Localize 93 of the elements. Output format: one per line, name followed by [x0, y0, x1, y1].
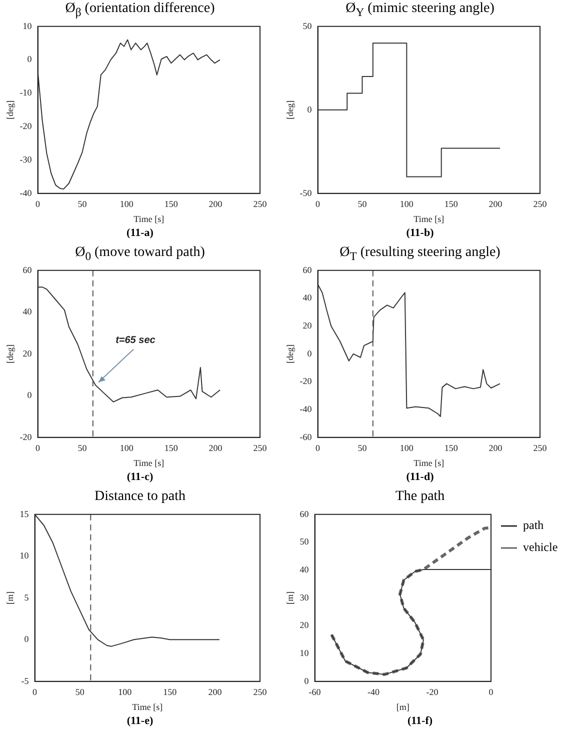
y-tick-label: 0 [307, 104, 312, 114]
y-tick-label: -20 [300, 376, 312, 386]
x-tick-label: 50 [75, 687, 85, 698]
y-tick-label: 60 [22, 264, 32, 275]
y-tick-label: 20 [302, 320, 312, 330]
x-tick-label: -40 [368, 687, 380, 698]
y-tick-label: -20 [20, 120, 32, 131]
x-axis-title: [m] [396, 702, 410, 712]
y-tick-label: 10 [22, 20, 32, 31]
x-tick-label: 0 [36, 443, 41, 454]
x-tick-label: 50 [78, 199, 88, 210]
x-axis-title: Time [s] [132, 702, 163, 712]
y-tick-label: -10 [20, 88, 32, 98]
text: (11-b) [406, 226, 434, 240]
x-axis-title: Time [s] [414, 458, 444, 468]
chart-title: The path [395, 488, 445, 506]
x-tick-label: 200 [488, 443, 503, 454]
line-series [330, 526, 491, 676]
x-tick-label: 100 [400, 199, 414, 210]
y-tick-label: 0 [307, 348, 312, 358]
chart-title: Ø$_{β}$ (orientation difference) [65, 0, 215, 19]
x-tick-label: 150 [164, 443, 178, 454]
x-tick-label: 0 [316, 199, 321, 210]
y-tick-label: 40 [22, 306, 32, 317]
chart-title: Ø$_{Y}$ (mimic steering angle) [346, 0, 494, 19]
y-tick-label: -30 [20, 154, 32, 164]
y-tick-label: 10 [300, 648, 310, 658]
legend-label: path [523, 518, 544, 532]
y-tick-label: 20 [300, 620, 310, 630]
x-tick-label: 150 [163, 687, 178, 698]
x-tick-label: 50 [358, 443, 368, 454]
y-tick-label: 20 [22, 348, 32, 358]
x-tick-label: 200 [208, 687, 222, 698]
x-tick-label: 250 [253, 687, 268, 698]
y-tick-label: -60 [300, 432, 312, 442]
annotation: t=65 sec [116, 334, 156, 346]
x-tick-label: 100 [400, 443, 414, 454]
chart-title: Distance to path [94, 488, 186, 506]
y-tick-label: -40 [300, 404, 312, 414]
y-tick-label: 40 [302, 292, 312, 303]
x-tick-label: 150 [444, 199, 458, 210]
y-tick-label: 5 [24, 592, 30, 602]
y-tick-label: 0 [24, 634, 30, 644]
x-tick-label: 200 [488, 199, 503, 210]
x-tick-label: 100 [118, 687, 132, 698]
x-tick-label: 0 [488, 687, 494, 698]
y-tick-label: 30 [300, 592, 310, 602]
x-axis-title: Time [s] [414, 214, 444, 224]
y-tick-label: -40 [20, 188, 32, 198]
text: (11-f) [407, 714, 433, 728]
y-tick-label: 50 [302, 20, 312, 31]
x-axis-title: Time [s] [134, 458, 164, 468]
y-tick-label: 50 [300, 536, 310, 547]
y-tick-label: -20 [20, 432, 32, 442]
x-tick-label: 150 [164, 199, 178, 210]
y-tick-label: 0 [27, 54, 32, 64]
chart-title: Ø$_{T}$ (resulting steering angle) [340, 244, 500, 263]
x-tick-label: 100 [120, 443, 134, 454]
text: (11-d) [406, 470, 434, 484]
y-axis-title: [deg] [284, 344, 295, 364]
y-axis-title: [deg] [284, 100, 295, 120]
y-tick-label: 15 [20, 508, 30, 519]
x-tick-label: 100 [120, 199, 134, 210]
x-tick-label: 200 [208, 199, 223, 210]
chart-title: Ø$_{0}$ (move toward path) [75, 244, 205, 263]
y-tick-label: 60 [302, 264, 312, 275]
y-tick-label: 0 [27, 390, 32, 400]
y-tick-label: -50 [300, 188, 312, 198]
y-tick-label: 60 [300, 508, 310, 519]
x-tick-label: 0 [316, 443, 321, 454]
y-tick-label: 0 [304, 676, 310, 686]
y-tick-label: 10 [20, 550, 30, 561]
y-axis-title: [m] [4, 591, 15, 604]
x-tick-label: -20 [426, 687, 439, 698]
text: (11-c) [126, 470, 154, 484]
y-tick-label: 40 [300, 564, 310, 574]
x-tick-label: 50 [358, 199, 368, 210]
y-tick-label: -5 [21, 676, 30, 686]
text: (11-e) [126, 714, 154, 728]
y-axis-title: [deg] [4, 344, 15, 364]
x-tick-label: 50 [78, 443, 88, 454]
x-tick-label: 250 [253, 199, 268, 210]
x-axis-title: Time [s] [134, 214, 164, 224]
x-tick-label: 250 [533, 199, 548, 210]
text: (11-a) [126, 226, 154, 240]
y-axis-title: [m] [284, 591, 295, 604]
legend-label: vehicle [523, 540, 558, 554]
x-tick-label: 200 [208, 443, 223, 454]
x-tick-label: 250 [253, 443, 268, 454]
x-tick-label: 150 [444, 443, 458, 454]
x-tick-label: 250 [533, 443, 548, 454]
x-tick-label: 0 [36, 199, 41, 210]
y-axis-title: [deg] [4, 100, 15, 120]
